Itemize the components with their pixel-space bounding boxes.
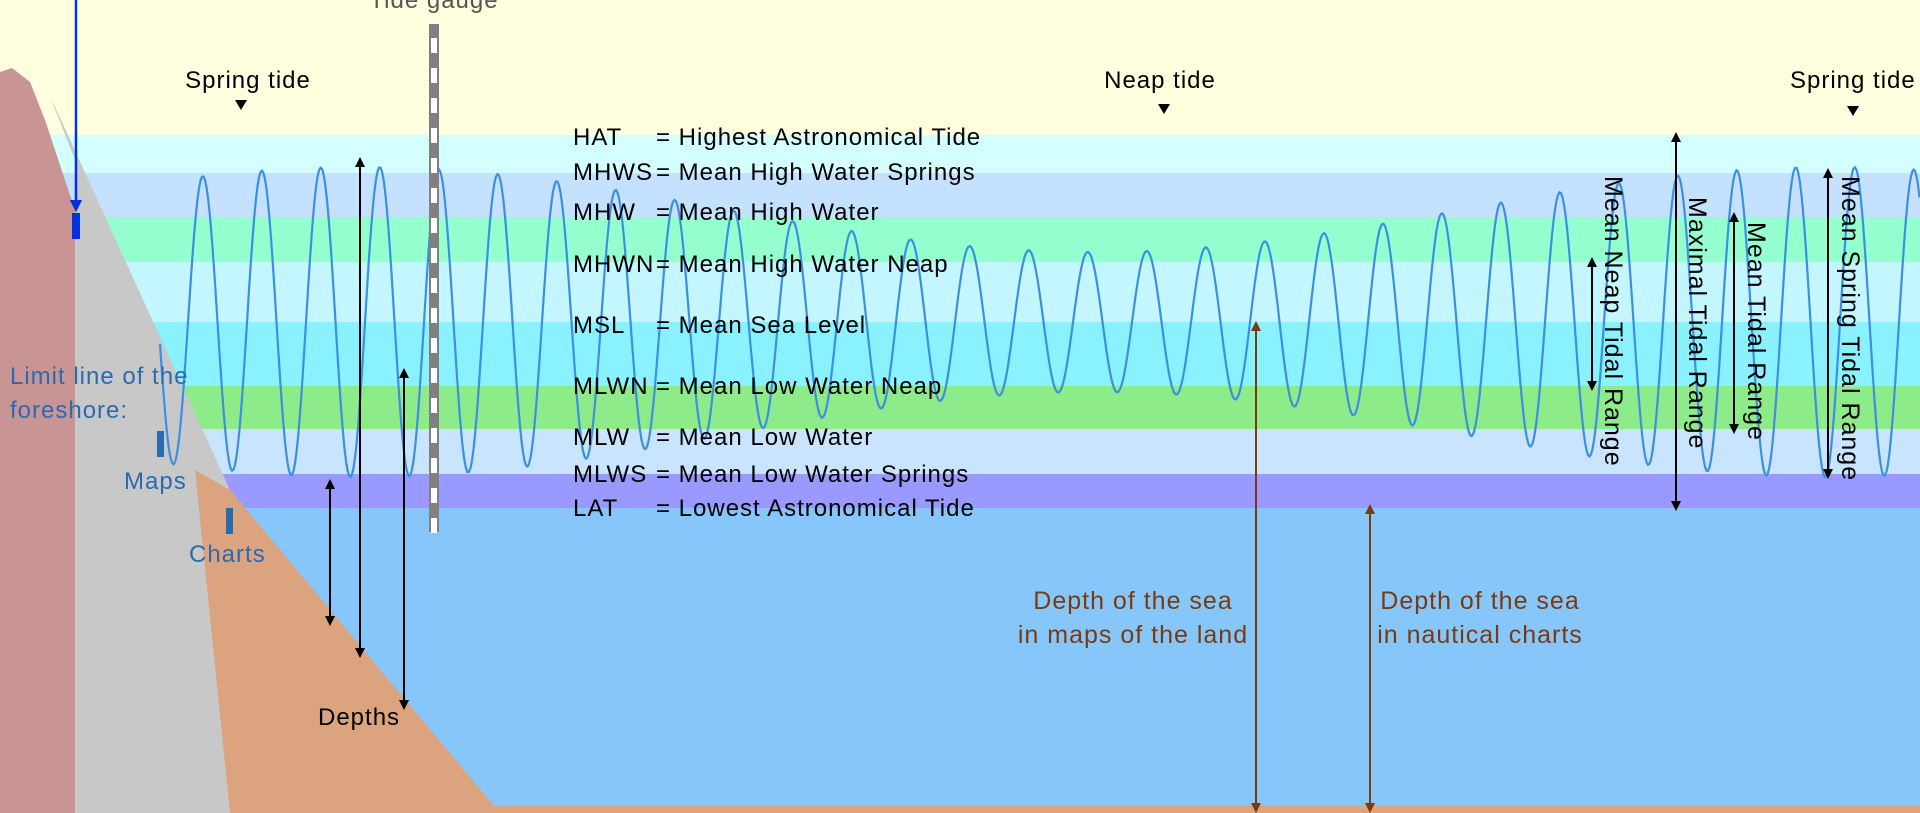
depth-charts-label-2: in nautical charts — [1377, 621, 1583, 649]
foreshore-slope — [50, 96, 230, 813]
legend-abbr: HAT — [573, 124, 622, 151]
legend-abbr: MLWS — [573, 461, 647, 488]
tide-curve — [158, 165, 1920, 479]
limit-line-label-2: foreshore: — [10, 397, 128, 424]
mean-range-label: Mean Tidal Range — [1742, 222, 1770, 441]
legend-abbr: MHW — [573, 199, 636, 226]
spring-tide-left-label: Spring tide — [185, 67, 311, 94]
legend-text: = Mean Sea Level — [656, 312, 866, 339]
neap-tide-pointer — [1158, 104, 1170, 114]
band-lat — [0, 474, 1920, 508]
maps-label: Maps — [124, 468, 187, 495]
spring-tide-right-label: Spring tide — [1790, 67, 1916, 94]
foreshore-limit-marker — [72, 213, 80, 239]
legend-text: = Mean Low Water Springs — [656, 461, 969, 488]
tide-gauge-label: Tide gauge — [369, 0, 498, 14]
cliff — [0, 68, 75, 813]
spring-tide-right-pointer — [1847, 106, 1859, 116]
limit-line-label-1: Limit line of the — [10, 363, 188, 390]
band-mhw — [0, 217, 1920, 262]
maps-limit-marker — [157, 431, 164, 457]
legend-text: = Mean High Water Springs — [656, 159, 976, 186]
depth-charts-label-1: Depth of the sea — [1380, 587, 1579, 615]
tide-gauge — [429, 24, 439, 533]
legend-abbr: MLW — [573, 424, 630, 451]
maximal-range-label: Maximal Tidal Range — [1683, 197, 1711, 449]
neap-tide-label: Neap tide — [1104, 67, 1216, 94]
legend-text: = Highest Astronomical Tide — [656, 124, 981, 151]
sand-slope — [195, 470, 500, 813]
legend-abbr: MHWS — [573, 159, 653, 186]
legend-text: = Mean Low Water — [656, 424, 873, 451]
band-mhws — [0, 173, 1920, 217]
sea-floor — [490, 806, 1920, 813]
band-msl — [0, 322, 1920, 386]
spring-tide-left-pointer — [235, 100, 247, 110]
legend-abbr: LAT — [573, 495, 618, 522]
legend-abbr: MSL — [573, 312, 625, 339]
legend-text: = Mean Low Water Neap — [656, 373, 942, 400]
depth-maps-label-2: in maps of the land — [1018, 621, 1248, 649]
mean-spring-range-label: Mean Spring Tidal Range — [1836, 176, 1864, 481]
depth-maps-label-1: Depth of the sea — [1033, 587, 1232, 615]
band-mhwn — [0, 262, 1920, 322]
band-mlwn — [0, 386, 1920, 429]
legend-abbr: MHWN — [573, 251, 654, 278]
legend-text: = Mean High Water Neap — [656, 251, 949, 278]
band-mlw — [0, 429, 1920, 474]
charts-label: Charts — [189, 541, 266, 568]
charts-limit-marker — [226, 508, 233, 534]
legend-abbr: MLWN — [573, 373, 649, 400]
legend-text: = Mean High Water — [656, 199, 880, 226]
mean-neap-range-label: Mean Neap Tidal Range — [1599, 176, 1627, 467]
depths-label: Depths — [318, 704, 400, 731]
legend-text: = Lowest Astronomical Tide — [656, 495, 975, 522]
